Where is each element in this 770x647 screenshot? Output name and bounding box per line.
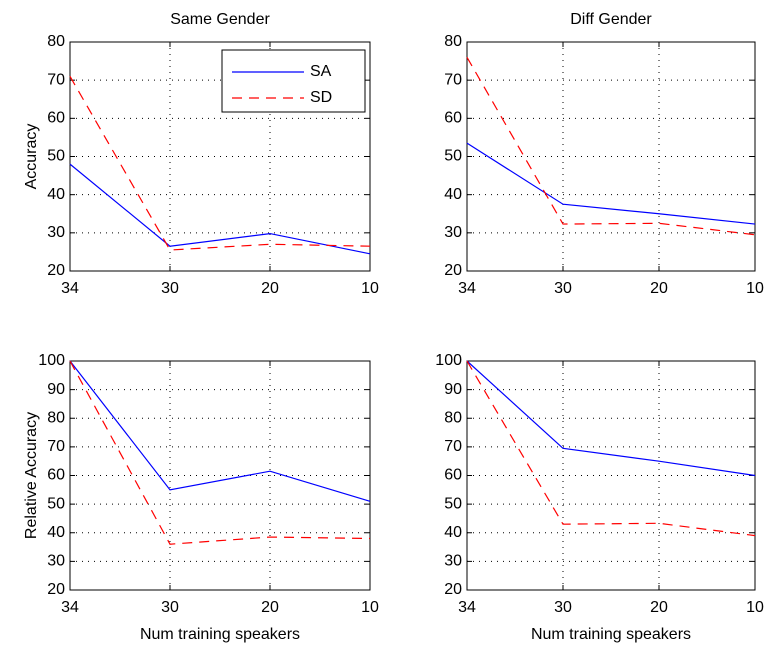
chart-title: Same Gender — [170, 11, 270, 28]
legend-label: SD — [310, 89, 332, 106]
y-tick-label: 40 — [444, 186, 462, 203]
y-tick-label: 20 — [47, 262, 65, 279]
x-tick-label: 30 — [161, 599, 179, 616]
plot-frame — [466, 41, 756, 272]
y-tick-label: 60 — [444, 467, 462, 484]
x-tick-label: 20 — [261, 280, 279, 297]
x-tick-label: 10 — [361, 599, 379, 616]
x-tick-label: 34 — [458, 599, 476, 616]
y-tick-label: 30 — [47, 224, 65, 241]
y-tick-label: 20 — [444, 581, 462, 598]
y-tick-label: 40 — [47, 524, 65, 541]
y-axis-label: Accuracy — [23, 124, 40, 190]
y-tick-label: 50 — [47, 148, 65, 165]
y-tick-label: 70 — [444, 71, 462, 88]
series-line — [466, 360, 756, 477]
y-tick-label: 50 — [444, 495, 462, 512]
y-tick-label: 70 — [444, 438, 462, 455]
chart-title: Diff Gender — [570, 11, 652, 28]
x-tick-label: 10 — [746, 599, 764, 616]
plot-frame — [69, 360, 371, 591]
series-line — [69, 360, 371, 502]
y-tick-label: 100 — [38, 352, 65, 369]
y-tick-label: 50 — [444, 148, 462, 165]
x-tick-label: 30 — [554, 280, 572, 297]
y-tick-label: 90 — [47, 381, 65, 398]
x-tick-label: 20 — [650, 599, 668, 616]
legend-label: SA — [310, 63, 332, 80]
y-tick-label: 80 — [47, 409, 65, 426]
y-tick-label: 20 — [47, 581, 65, 598]
y-axis-label: Relative Accuracy — [23, 412, 40, 539]
series-line — [466, 142, 756, 225]
y-tick-label: 70 — [47, 71, 65, 88]
y-tick-label: 80 — [47, 33, 65, 50]
x-axis-label: Num training speakers — [531, 626, 691, 643]
series-line — [69, 163, 371, 255]
y-tick-label: 80 — [444, 33, 462, 50]
y-tick-label: 80 — [444, 409, 462, 426]
x-tick-label: 10 — [746, 280, 764, 297]
series-line — [69, 360, 371, 545]
series-line — [466, 360, 756, 537]
y-tick-label: 60 — [47, 467, 65, 484]
y-tick-label: 30 — [444, 553, 462, 570]
y-tick-label: 90 — [444, 381, 462, 398]
y-tick-label: 50 — [47, 495, 65, 512]
series-line — [466, 56, 756, 236]
y-tick-label: 30 — [47, 553, 65, 570]
x-tick-label: 30 — [161, 280, 179, 297]
x-tick-label: 30 — [554, 599, 572, 616]
x-tick-label: 34 — [61, 280, 79, 297]
y-tick-label: 70 — [47, 438, 65, 455]
plot-frame — [69, 41, 371, 272]
y-tick-label: 100 — [435, 352, 462, 369]
x-tick-label: 20 — [261, 599, 279, 616]
x-axis-label: Num training speakers — [140, 626, 300, 643]
y-tick-label: 30 — [444, 224, 462, 241]
x-tick-label: 10 — [361, 280, 379, 297]
y-tick-label: 40 — [444, 524, 462, 541]
y-tick-label: 60 — [47, 110, 65, 127]
y-tick-label: 20 — [444, 262, 462, 279]
x-tick-label: 34 — [61, 599, 79, 616]
x-tick-label: 20 — [650, 280, 668, 297]
x-tick-label: 34 — [458, 280, 476, 297]
y-tick-label: 40 — [47, 186, 65, 203]
y-tick-label: 60 — [444, 110, 462, 127]
legend-box — [221, 49, 366, 113]
